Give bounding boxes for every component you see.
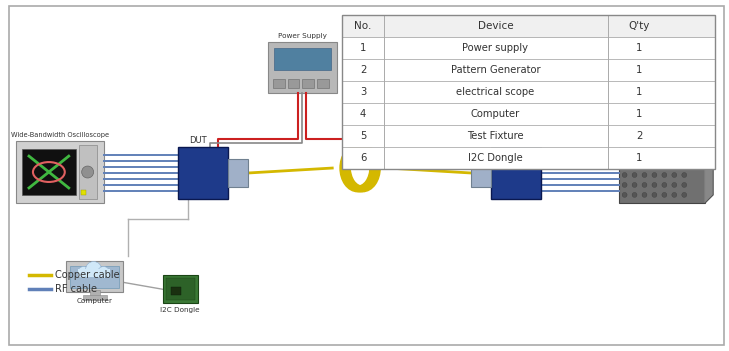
Text: electrical scope: electrical scope bbox=[456, 87, 534, 97]
Circle shape bbox=[622, 192, 627, 197]
Bar bbox=[79, 145, 97, 199]
Text: 1: 1 bbox=[636, 43, 643, 53]
Text: Pattern Generator: Pattern Generator bbox=[630, 132, 693, 138]
Bar bbox=[78, 270, 109, 277]
Text: 1: 1 bbox=[636, 153, 643, 163]
Text: Wide-Bandwidth Oscilloscope: Wide-Bandwidth Oscilloscope bbox=[11, 132, 109, 138]
Text: 1: 1 bbox=[636, 65, 643, 75]
Ellipse shape bbox=[351, 155, 369, 180]
Text: 2: 2 bbox=[636, 131, 643, 141]
Bar bbox=[273, 48, 331, 69]
Text: 4: 4 bbox=[360, 109, 366, 119]
Circle shape bbox=[82, 166, 93, 178]
Text: 1: 1 bbox=[636, 109, 643, 119]
Bar bbox=[342, 15, 715, 37]
Bar bbox=[66, 260, 123, 292]
Bar bbox=[491, 147, 541, 199]
Circle shape bbox=[662, 192, 667, 197]
Circle shape bbox=[622, 173, 627, 178]
Bar bbox=[287, 79, 300, 88]
Bar bbox=[342, 15, 715, 169]
Text: DUT: DUT bbox=[512, 136, 530, 145]
Bar bbox=[22, 149, 76, 195]
Text: Q'ty: Q'ty bbox=[629, 21, 650, 31]
Text: I2C Dongle: I2C Dongle bbox=[468, 153, 523, 163]
Circle shape bbox=[622, 183, 627, 187]
Bar bbox=[82, 295, 106, 300]
Circle shape bbox=[682, 183, 687, 187]
Circle shape bbox=[662, 163, 667, 167]
Bar bbox=[228, 159, 248, 187]
Bar bbox=[472, 159, 491, 187]
Circle shape bbox=[672, 163, 677, 167]
Text: Computer: Computer bbox=[471, 109, 520, 119]
Circle shape bbox=[98, 266, 109, 278]
Bar bbox=[81, 190, 85, 195]
Bar bbox=[16, 141, 104, 203]
Circle shape bbox=[652, 173, 657, 178]
Circle shape bbox=[642, 183, 647, 187]
Circle shape bbox=[85, 261, 101, 277]
Circle shape bbox=[622, 163, 627, 167]
Circle shape bbox=[632, 192, 637, 197]
Bar bbox=[163, 276, 198, 303]
Circle shape bbox=[662, 183, 667, 187]
Circle shape bbox=[672, 192, 677, 197]
Text: Computer: Computer bbox=[77, 298, 112, 304]
Text: No.: No. bbox=[354, 21, 372, 31]
Text: 6: 6 bbox=[360, 153, 366, 163]
Text: I2C Dongle: I2C Dongle bbox=[160, 307, 200, 313]
Text: 2: 2 bbox=[360, 65, 366, 75]
Bar bbox=[90, 290, 100, 296]
Bar bbox=[342, 59, 715, 81]
Bar bbox=[342, 37, 715, 59]
Polygon shape bbox=[619, 141, 713, 149]
Bar bbox=[342, 103, 715, 125]
Bar bbox=[268, 42, 338, 93]
Bar bbox=[342, 125, 715, 147]
Text: 5: 5 bbox=[360, 131, 366, 141]
Circle shape bbox=[642, 192, 647, 197]
Text: Pattern Generator: Pattern Generator bbox=[451, 65, 540, 75]
Polygon shape bbox=[705, 141, 713, 203]
Text: 3: 3 bbox=[360, 87, 366, 97]
Bar bbox=[303, 79, 314, 88]
Text: Power supply: Power supply bbox=[462, 43, 529, 53]
Bar bbox=[178, 147, 228, 199]
Circle shape bbox=[652, 192, 657, 197]
Text: Copper cable: Copper cable bbox=[55, 270, 120, 280]
Circle shape bbox=[652, 183, 657, 187]
Circle shape bbox=[642, 173, 647, 178]
Circle shape bbox=[662, 173, 667, 178]
Bar bbox=[273, 79, 284, 88]
Circle shape bbox=[642, 163, 647, 167]
Text: Test Fixture: Test Fixture bbox=[467, 131, 523, 141]
Bar bbox=[619, 149, 705, 203]
Text: Device: Device bbox=[477, 21, 513, 31]
Text: Power Supply: Power Supply bbox=[278, 33, 327, 39]
Circle shape bbox=[632, 183, 637, 187]
Circle shape bbox=[682, 173, 687, 178]
Circle shape bbox=[682, 192, 687, 197]
Circle shape bbox=[78, 266, 90, 278]
Circle shape bbox=[672, 173, 677, 178]
Bar bbox=[342, 147, 715, 169]
Circle shape bbox=[632, 173, 637, 178]
Circle shape bbox=[672, 183, 677, 187]
Text: DUT: DUT bbox=[190, 136, 207, 145]
Bar bbox=[171, 287, 181, 295]
Bar bbox=[166, 278, 195, 300]
Circle shape bbox=[632, 163, 637, 167]
Text: 1: 1 bbox=[636, 87, 643, 97]
Text: RF cable: RF cable bbox=[55, 284, 97, 294]
Circle shape bbox=[652, 163, 657, 167]
Text: 1: 1 bbox=[360, 43, 366, 53]
Circle shape bbox=[682, 163, 687, 167]
Bar bbox=[317, 79, 330, 88]
Bar bbox=[342, 81, 715, 103]
Bar bbox=[70, 266, 120, 289]
